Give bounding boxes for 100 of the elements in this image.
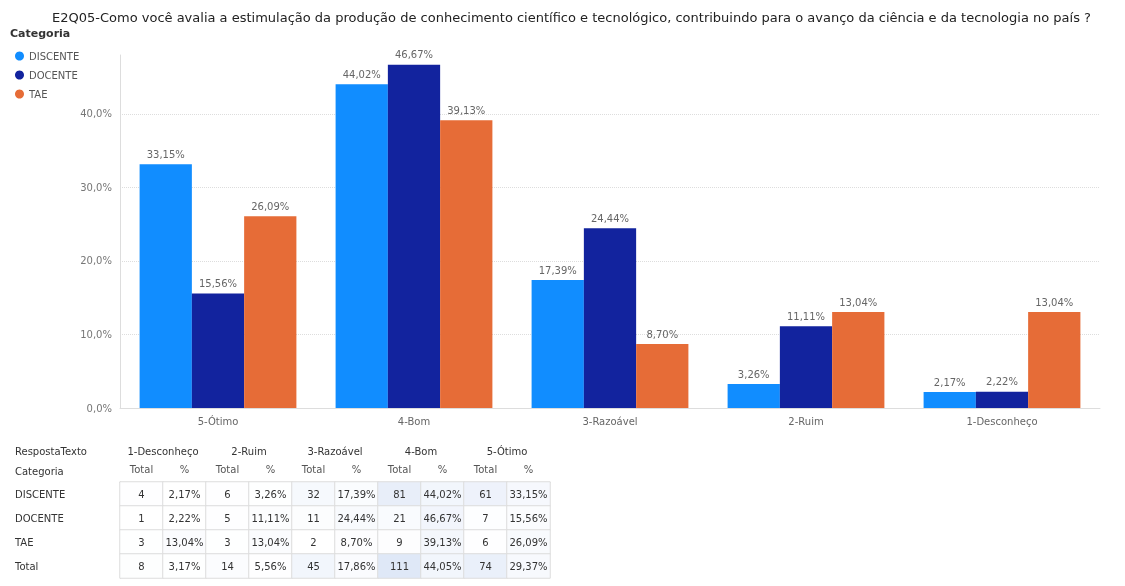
data-label: 8	[138, 560, 145, 572]
data-label: 8,70%	[340, 536, 373, 548]
y-tick-label: DISCENTE	[15, 488, 66, 500]
x-tick-label: Total	[214, 463, 240, 475]
text: 3-Razoável	[307, 445, 363, 457]
data-label: 15,56%	[509, 512, 548, 524]
data-label: 17,39%	[337, 488, 376, 500]
data-label: 2,22%	[168, 512, 201, 524]
data-label: 3,26%	[737, 368, 770, 380]
data-label: 6	[224, 488, 231, 500]
data-label: 13,04%	[1035, 296, 1074, 308]
y-tick-label: TAE	[14, 536, 34, 548]
data-label: 9	[396, 536, 403, 548]
data-label: 2,17%	[168, 488, 201, 500]
data-label: 24,44%	[337, 512, 376, 524]
x-tick-label: Total	[300, 463, 326, 475]
y-tick-label: 10,0%	[80, 328, 112, 340]
bar	[1028, 312, 1081, 408]
data-label: 13,04%	[165, 536, 204, 548]
bar	[832, 312, 885, 408]
x-tick-label: %	[523, 463, 534, 475]
data-label: 32	[307, 488, 320, 500]
data-label: 29,37%	[509, 560, 548, 572]
data-label: 5	[224, 512, 231, 524]
data-label: 74	[479, 560, 492, 572]
y-tick-label: 0,0%	[86, 402, 112, 414]
text: Categoria	[15, 465, 64, 477]
data-label: 17,86%	[337, 560, 376, 572]
bar	[191, 293, 245, 408]
data-label: 4	[138, 488, 145, 500]
data-label: 26,09%	[251, 200, 290, 212]
text: 1-Desconheço	[127, 445, 199, 457]
bar	[923, 392, 976, 408]
y-tick-label: DOCENTE	[15, 512, 64, 524]
text: RespostaTexto	[15, 445, 87, 457]
data-label: 3,26%	[254, 488, 287, 500]
x-tick-label: Total	[472, 463, 498, 475]
text: 5-Ótimo	[486, 444, 528, 457]
bar	[531, 280, 584, 408]
y-tick-label: 30,0%	[80, 181, 112, 193]
legend-label: DOCENTE	[29, 69, 78, 81]
x-tick-label: %	[265, 463, 276, 475]
y-tick-label: Total	[14, 560, 39, 572]
data-label: 39,13%	[423, 536, 462, 548]
data-label: 5,56%	[254, 560, 287, 572]
bar	[387, 64, 441, 408]
data-label: 3	[224, 536, 231, 548]
text: 2-Ruim	[231, 445, 267, 457]
data-label: 21	[393, 512, 406, 524]
data-label: 46,67%	[394, 49, 434, 61]
data-label: 17,39%	[538, 264, 577, 276]
data-label: 44,02%	[342, 68, 381, 80]
x-tick-label: 5-Ótimo	[197, 414, 239, 427]
bar	[244, 216, 297, 408]
data-label: 6	[482, 536, 489, 548]
data-label: 11	[307, 512, 320, 524]
data-label: 14	[221, 560, 234, 572]
data-label: 3	[138, 536, 145, 548]
data-label: 15,56%	[198, 278, 238, 290]
x-tick-label: %	[351, 463, 362, 475]
x-tick-label: %	[437, 463, 448, 475]
text: 4-Bom	[404, 445, 438, 457]
data-label: 24,44%	[590, 212, 630, 224]
data-label: 44,05%	[423, 560, 462, 572]
bar	[335, 84, 388, 408]
data-label: 2,22%	[986, 376, 1018, 388]
data-label: 61	[479, 488, 492, 500]
data-label: 39,13%	[447, 104, 486, 116]
bar	[779, 326, 833, 408]
bar	[975, 391, 1029, 408]
data-label: 11,11%	[786, 310, 826, 322]
y-tick-label: 40,0%	[80, 108, 112, 120]
x-tick-label: 2-Ruim	[788, 415, 824, 427]
data-label: 2,17%	[933, 376, 966, 388]
data-label: 33,15%	[146, 148, 185, 160]
data-label: 11,11%	[251, 512, 290, 524]
data-label: 26,09%	[509, 536, 548, 548]
data-label: 111	[389, 560, 410, 572]
data-label: 1	[138, 512, 145, 524]
bar	[636, 344, 689, 408]
data-label: 13,04%	[839, 296, 878, 308]
x-tick-label: 4-Bom	[397, 415, 431, 427]
data-label: 46,67%	[423, 512, 462, 524]
x-tick-label: Total	[128, 463, 154, 475]
bar	[583, 228, 637, 408]
data-label: 7	[482, 512, 489, 524]
bar	[139, 164, 192, 408]
data-label: 45	[307, 560, 320, 572]
bar	[727, 384, 780, 408]
data-label: 81	[393, 488, 406, 500]
data-label: 33,15%	[509, 488, 548, 500]
data-label: 3,17%	[168, 560, 201, 572]
bar	[440, 120, 493, 408]
legend-label: DISCENTE	[29, 50, 80, 62]
chart-title: E2Q05-Como você avalia a estimulação da produção de conhecimento científico e tecnológico, contribuindo para o avanço da ciência e da tecnologia no país ?	[52, 10, 1091, 25]
data-label: 44,02%	[423, 488, 462, 500]
legend-title: Categoria	[10, 27, 71, 40]
x-tick-label: 3-Razoável	[582, 415, 638, 427]
x-tick-label: %	[179, 463, 190, 475]
data-label: 2	[310, 536, 317, 548]
